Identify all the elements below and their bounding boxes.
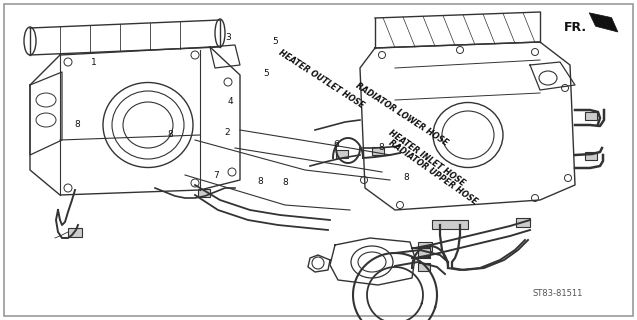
Text: 8: 8 [75,120,81,129]
Text: 8: 8 [378,143,384,152]
Text: 2: 2 [225,128,230,137]
Text: 8: 8 [257,177,263,186]
Text: RADIATOR LOWER HOSE: RADIATOR LOWER HOSE [354,81,449,148]
Text: 8: 8 [282,178,289,187]
Bar [336,150,348,158]
Text: 3: 3 [225,33,231,42]
Bar [418,242,432,251]
Bar [68,228,82,237]
Text: 5: 5 [263,69,269,78]
Bar [372,147,384,155]
Text: HEATER OUTLET HOSE: HEATER OUTLET HOSE [277,48,366,110]
Bar [516,218,530,227]
Bar [418,263,430,271]
Text: 8: 8 [168,130,174,139]
Text: 1: 1 [91,58,97,67]
Text: 6: 6 [333,140,340,149]
Text: ST83-81511: ST83-81511 [532,289,583,298]
Bar [198,189,210,197]
Text: FR.: FR. [564,21,587,34]
Text: 4: 4 [228,97,233,106]
Bar [585,152,597,160]
Polygon shape [589,13,618,32]
Text: RADIATOR UPPER HOSE: RADIATOR UPPER HOSE [387,138,479,206]
Text: 8: 8 [403,173,410,182]
Bar [418,248,430,256]
Bar [585,112,597,120]
Text: 7: 7 [213,171,220,180]
Text: HEATER INLET HOSE: HEATER INLET HOSE [387,129,467,188]
Bar [432,220,468,229]
Text: 5: 5 [272,37,278,46]
